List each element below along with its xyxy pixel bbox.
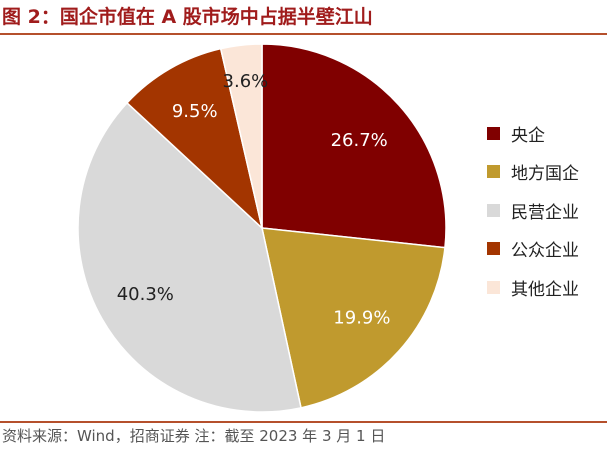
pie-slice-other <box>219 43 263 229</box>
footer-divider <box>0 421 607 423</box>
chart-legend: 央企地方国企民营企业公众企业其他企业 <box>487 114 579 307</box>
legend-item-other: 其他企业 <box>487 268 579 307</box>
legend-item-local-soe: 地方国企 <box>487 153 579 192</box>
data-label-central-soe: 26.7% <box>331 130 388 151</box>
legend-label: 其他企业 <box>511 279 579 300</box>
pie-slice-private <box>77 101 302 413</box>
legend-item-public: 公众企业 <box>487 230 579 269</box>
legend-label: 公众企业 <box>511 241 579 262</box>
pie-slice-public <box>126 47 264 231</box>
legend-swatch <box>487 242 500 256</box>
pie-chart: 26.7% 19.9% 40.3% 9.5%3.6% <box>77 43 447 413</box>
legend-swatch <box>487 165 500 179</box>
data-label-public: 9.5% <box>172 101 218 122</box>
data-label-private: 40.3% <box>117 284 174 305</box>
legend-label: 央企 <box>511 125 545 146</box>
legend-item-central-soe: 央企 <box>487 114 579 153</box>
legend-label: 民营企业 <box>511 202 579 223</box>
legend-swatch <box>487 203 500 217</box>
data-label-other: 3.6% <box>223 71 269 92</box>
chart-title: 图 2：国企市值在 A 股市场中占据半壁江山 <box>2 6 373 28</box>
title-divider <box>0 33 607 35</box>
legend-swatch <box>487 126 500 140</box>
legend-swatch <box>487 280 500 294</box>
data-label-local-soe: 19.9% <box>333 307 390 328</box>
legend-item-private: 民营企业 <box>487 191 579 230</box>
source-note: 资料来源：Wind，招商证券 注：截至 2023 年 3 月 1 日 <box>2 427 386 445</box>
legend-label: 地方国企 <box>511 164 579 185</box>
pie-slice-central-soe <box>261 43 447 249</box>
pie-slice-local-soe <box>261 227 446 409</box>
